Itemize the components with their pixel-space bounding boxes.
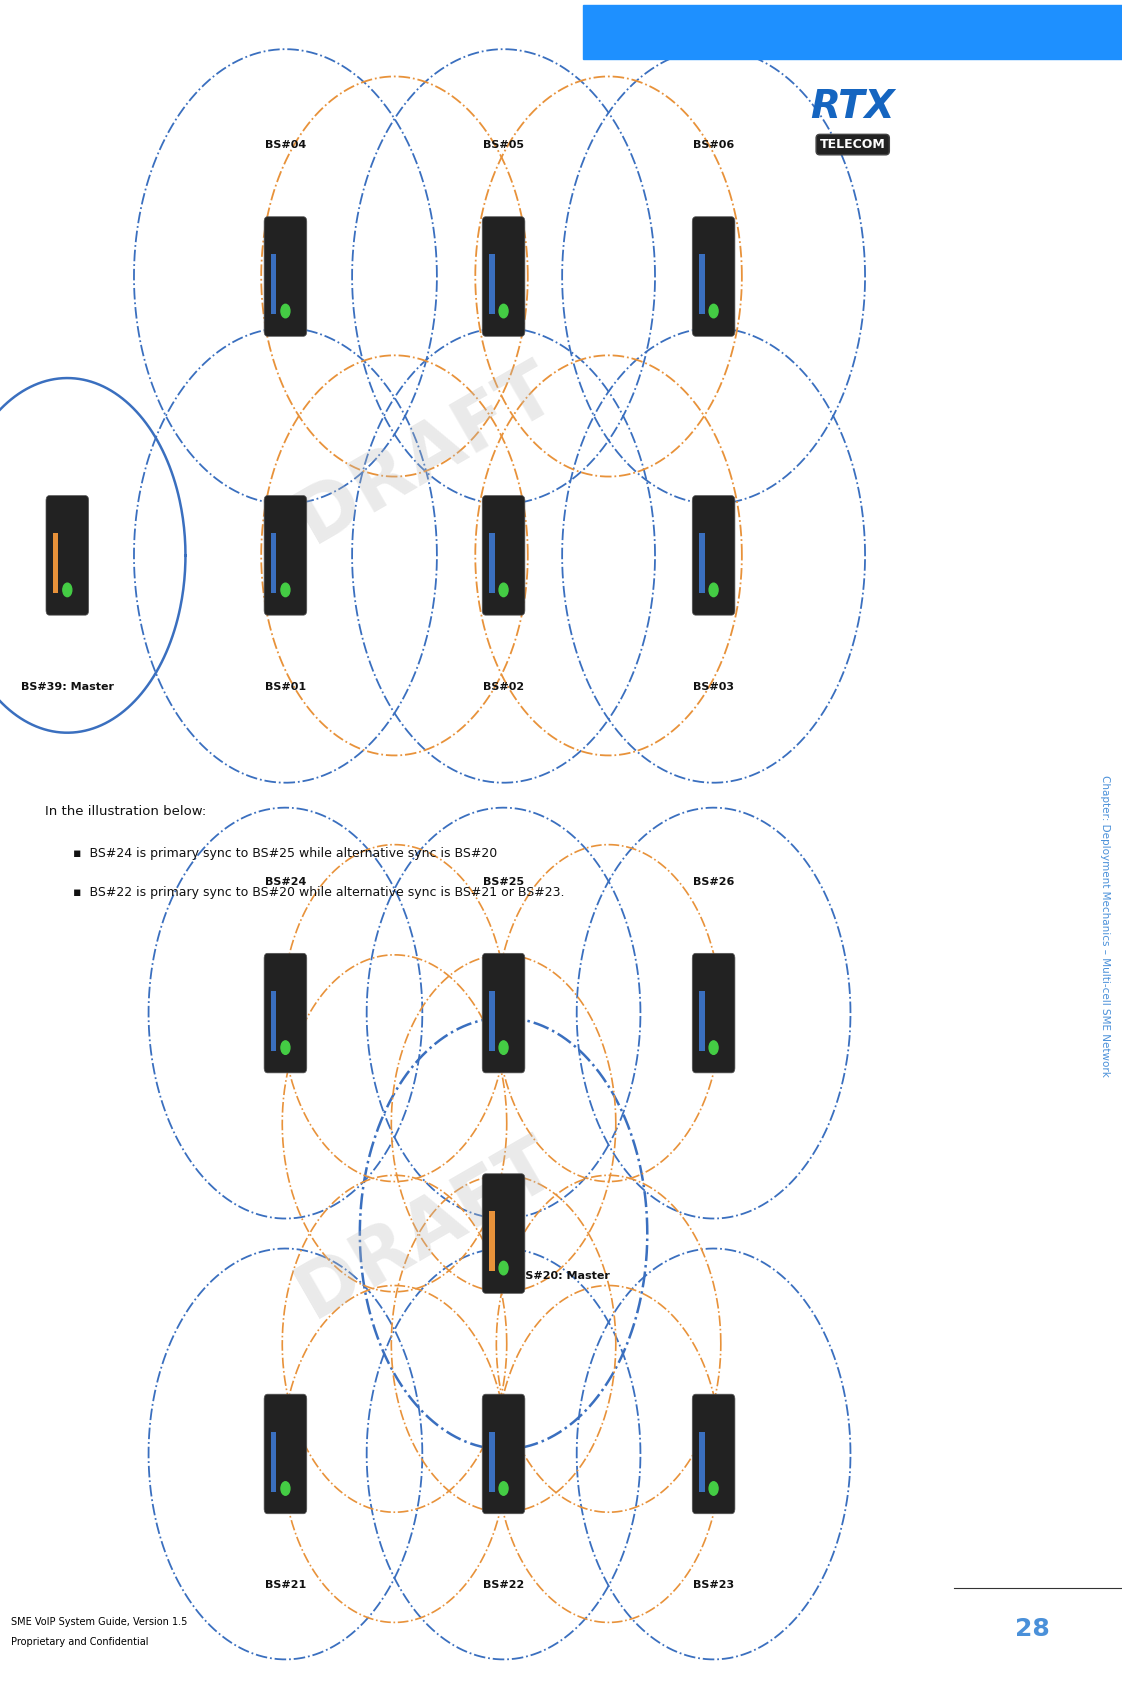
FancyBboxPatch shape [482, 495, 525, 615]
Circle shape [280, 305, 289, 318]
Circle shape [499, 1041, 508, 1054]
FancyBboxPatch shape [699, 1431, 705, 1492]
FancyBboxPatch shape [264, 953, 306, 1073]
Circle shape [499, 1482, 508, 1495]
Circle shape [280, 1482, 289, 1495]
FancyBboxPatch shape [692, 953, 735, 1073]
Text: RTX: RTX [810, 88, 895, 126]
FancyBboxPatch shape [482, 217, 525, 337]
Text: BS#03: BS#03 [693, 682, 734, 692]
FancyBboxPatch shape [489, 534, 495, 593]
Text: ▪  BS#24 is primary sync to BS#25 while alternative sync is BS#20: ▪ BS#24 is primary sync to BS#25 while a… [73, 847, 497, 861]
FancyBboxPatch shape [53, 534, 58, 593]
Text: SME VoIP System Guide, Version 1.5: SME VoIP System Guide, Version 1.5 [11, 1617, 187, 1627]
FancyBboxPatch shape [699, 534, 705, 593]
FancyBboxPatch shape [699, 254, 705, 315]
FancyBboxPatch shape [264, 217, 306, 337]
Text: In the illustration below:: In the illustration below: [45, 805, 206, 818]
Text: BS#39: Master: BS#39: Master [21, 682, 113, 692]
FancyBboxPatch shape [489, 1211, 495, 1271]
Circle shape [280, 1041, 289, 1054]
FancyBboxPatch shape [482, 1174, 525, 1293]
Text: ▪  BS#22 is primary sync to BS#20 while alternative sync is BS#21 or BS#23.: ▪ BS#22 is primary sync to BS#20 while a… [73, 886, 564, 899]
Circle shape [709, 305, 718, 318]
Circle shape [709, 1482, 718, 1495]
FancyBboxPatch shape [482, 953, 525, 1073]
FancyBboxPatch shape [699, 990, 705, 1051]
FancyBboxPatch shape [489, 990, 495, 1051]
FancyBboxPatch shape [264, 1394, 306, 1514]
Circle shape [709, 1041, 718, 1054]
Text: BS#04: BS#04 [265, 140, 306, 150]
Text: DRAFT: DRAFT [284, 352, 569, 557]
Text: BS#01: BS#01 [265, 682, 306, 692]
Text: BS#26: BS#26 [693, 877, 734, 887]
FancyBboxPatch shape [46, 495, 89, 615]
FancyBboxPatch shape [583, 5, 1122, 59]
Text: 28: 28 [1015, 1617, 1049, 1640]
Circle shape [63, 583, 72, 596]
Text: BS#25: BS#25 [482, 877, 524, 887]
Text: BS#05: BS#05 [484, 140, 524, 150]
FancyBboxPatch shape [692, 495, 735, 615]
FancyBboxPatch shape [692, 217, 735, 337]
Text: Proprietary and Confidential: Proprietary and Confidential [11, 1637, 149, 1647]
Text: DRAFT: DRAFT [284, 1127, 569, 1332]
Circle shape [709, 583, 718, 596]
FancyBboxPatch shape [692, 1394, 735, 1514]
Text: BS#22: BS#22 [482, 1580, 524, 1590]
FancyBboxPatch shape [270, 1431, 276, 1492]
Text: BS#23: BS#23 [693, 1580, 734, 1590]
Text: BS#06: BS#06 [693, 140, 734, 150]
Text: TELECOM: TELECOM [820, 138, 885, 152]
FancyBboxPatch shape [270, 254, 276, 315]
Text: BS#24: BS#24 [265, 877, 306, 887]
Text: BS#21: BS#21 [265, 1580, 306, 1590]
Circle shape [499, 1261, 508, 1275]
FancyBboxPatch shape [270, 534, 276, 593]
FancyBboxPatch shape [264, 495, 306, 615]
FancyBboxPatch shape [270, 990, 276, 1051]
FancyBboxPatch shape [489, 254, 495, 315]
Circle shape [280, 583, 289, 596]
Text: BS#20: Master: BS#20: Master [517, 1270, 610, 1280]
FancyBboxPatch shape [489, 1431, 495, 1492]
FancyBboxPatch shape [482, 1394, 525, 1514]
Text: Chapter: Deployment Mechanics – Multi-cell SME Network: Chapter: Deployment Mechanics – Multi-ce… [1101, 775, 1110, 1078]
Circle shape [499, 305, 508, 318]
Text: BS#02: BS#02 [482, 682, 524, 692]
Circle shape [499, 583, 508, 596]
